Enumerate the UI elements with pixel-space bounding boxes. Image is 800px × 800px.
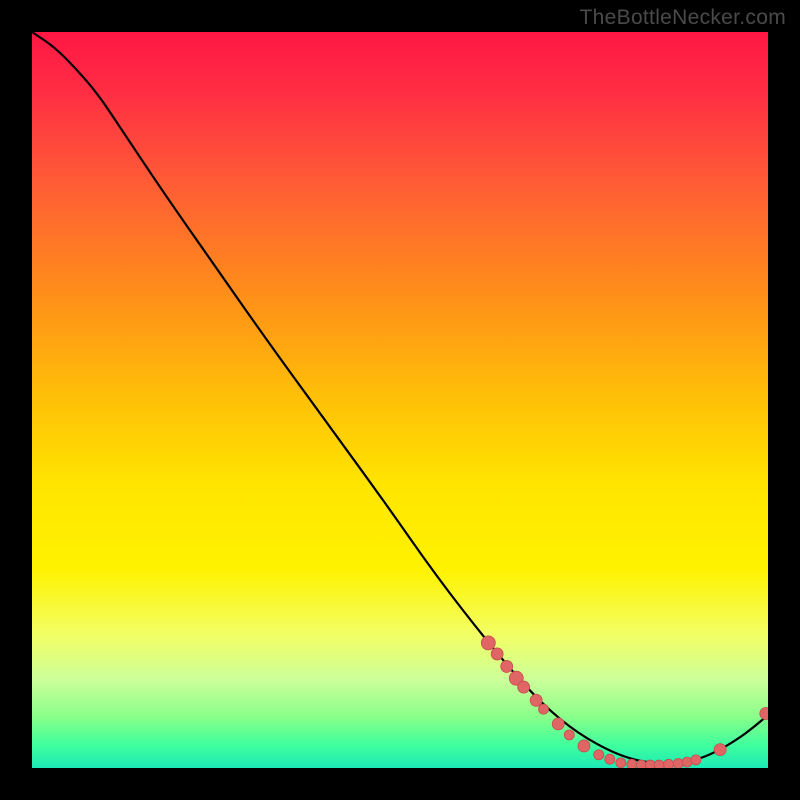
curve-marker [654, 760, 664, 768]
watermark-text: TheBottleNecker.com [580, 6, 786, 30]
curve-marker [530, 694, 542, 706]
bottleneck-chart [32, 32, 768, 768]
curve-marker [673, 759, 683, 768]
curve-marker [552, 718, 564, 730]
curve-marker [501, 660, 513, 672]
curve-marker [481, 636, 495, 650]
curve-marker [594, 750, 604, 760]
curve-marker [564, 730, 574, 740]
chart-background [32, 32, 768, 768]
curve-marker [578, 740, 590, 752]
curve-marker [616, 758, 626, 768]
curve-marker [645, 760, 655, 768]
curve-marker [627, 759, 637, 768]
curve-marker [605, 754, 615, 764]
curve-marker [760, 708, 768, 720]
curve-marker [691, 755, 701, 765]
curve-marker [518, 681, 530, 693]
curve-marker [539, 704, 549, 714]
curve-marker [636, 760, 646, 768]
curve-marker [682, 757, 692, 767]
curve-marker [714, 744, 726, 756]
curve-marker [664, 759, 674, 768]
curve-marker [491, 648, 503, 660]
